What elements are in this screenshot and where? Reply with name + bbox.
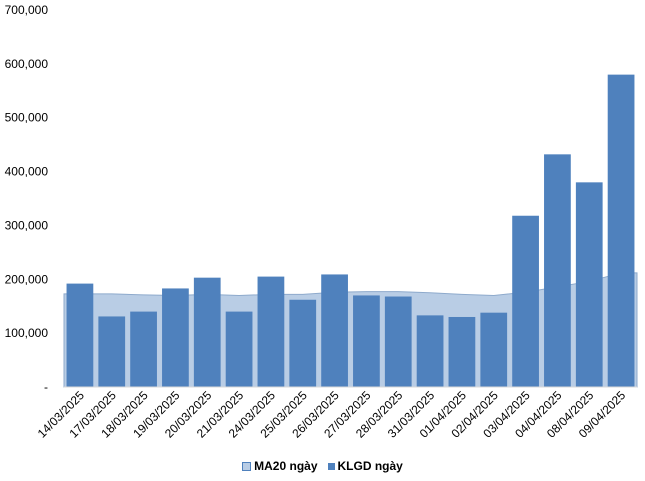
bar-klgd: [257, 276, 285, 387]
bar-klgd: [607, 74, 635, 387]
y-tick-label: -: [44, 380, 48, 394]
bar-klgd: [321, 274, 348, 387]
bar-klgd: [225, 311, 253, 387]
bar-klgd: [480, 312, 508, 387]
y-tick-label: 700,000: [5, 3, 49, 17]
legend-swatch-klgd: [327, 462, 335, 470]
bar-klgd: [193, 277, 221, 387]
legend-item-ma20: MA20 ngày: [242, 459, 318, 473]
bar-klgd: [448, 316, 476, 387]
bar-klgd: [66, 283, 94, 387]
x-axis: 14/03/202517/03/202518/03/202519/03/2025…: [35, 386, 637, 441]
y-tick-label: 400,000: [5, 165, 49, 179]
bar-klgd: [98, 316, 126, 387]
klgd-bar-layer: [66, 74, 635, 387]
bar-klgd: [353, 295, 380, 387]
y-tick-label: 100,000: [5, 326, 49, 340]
legend-item-klgd: KLGD ngày: [327, 459, 403, 473]
bar-klgd: [162, 288, 189, 387]
y-tick-label: 300,000: [5, 218, 49, 232]
y-tick-label: 600,000: [5, 57, 49, 71]
bar-klgd: [130, 311, 157, 387]
y-tick-label: 500,000: [5, 111, 49, 125]
y-axis: - 100,000 200,000 300,000 400,000 500,000 600,…: [5, 3, 49, 394]
bar-klgd: [416, 315, 444, 387]
bar-klgd: [512, 215, 539, 387]
legend: MA20 ngày KLGD ngày: [0, 459, 645, 473]
bar-klgd: [384, 296, 412, 387]
legend-label-ma20: MA20 ngày: [254, 459, 318, 473]
bar-klgd: [289, 299, 317, 387]
bar-klgd: [544, 154, 571, 387]
legend-label-klgd: KLGD ngày: [337, 459, 403, 473]
legend-swatch-ma20: [242, 461, 252, 471]
bar-klgd: [575, 182, 603, 387]
y-tick-label: 200,000: [5, 272, 49, 286]
